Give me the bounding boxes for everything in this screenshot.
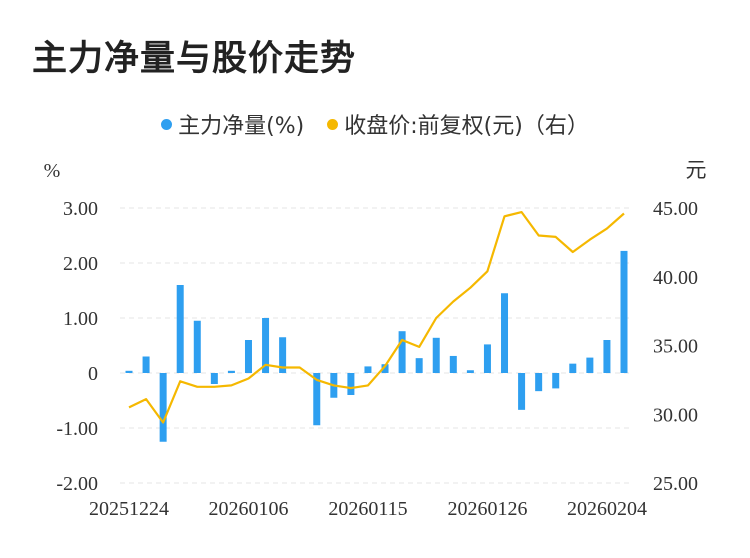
right-tick-label: 25.00 bbox=[653, 473, 698, 495]
net-bar bbox=[518, 373, 526, 410]
left-axis-unit: % bbox=[44, 160, 61, 182]
left-tick-label: -1.00 bbox=[56, 418, 98, 440]
net-bar bbox=[381, 364, 389, 373]
net-bar bbox=[603, 340, 611, 373]
net-bar bbox=[279, 337, 287, 373]
net-bar bbox=[227, 370, 235, 373]
net-bar bbox=[244, 340, 252, 373]
legend: 主力净量(%) 收盘价:前复权(元)（右） bbox=[0, 108, 750, 140]
net-bar bbox=[466, 370, 474, 373]
x-tick-label: 20260204 bbox=[567, 498, 647, 520]
net-bar bbox=[176, 285, 184, 373]
net-bar bbox=[313, 373, 321, 426]
legend-label-price: 收盘价:前复权(元)（右） bbox=[344, 114, 589, 139]
net-bar bbox=[125, 370, 133, 373]
net-bar bbox=[432, 337, 440, 373]
legend-label-net: 主力净量(%) bbox=[178, 114, 305, 139]
net-bar bbox=[449, 355, 457, 373]
net-bar bbox=[501, 293, 509, 373]
x-tick-label: 20260115 bbox=[328, 498, 407, 520]
left-tick-label: 1.00 bbox=[63, 308, 98, 330]
legend-item-price[interactable]: 收盘价:前复权(元)（右） bbox=[327, 108, 589, 140]
right-tick-label: 40.00 bbox=[653, 267, 698, 289]
left-tick-label: 3.00 bbox=[63, 198, 98, 220]
net-bar bbox=[569, 363, 577, 373]
right-tick-label: 45.00 bbox=[653, 198, 698, 220]
net-bar bbox=[210, 373, 218, 384]
legend-dot-net-icon bbox=[161, 118, 173, 130]
net-bar bbox=[535, 373, 543, 392]
legend-dot-price-icon bbox=[327, 118, 339, 130]
net-bar bbox=[586, 357, 594, 373]
net-bar bbox=[193, 320, 201, 373]
chart-title: 主力净量与股价走势 bbox=[32, 39, 357, 79]
net-bar bbox=[483, 344, 491, 373]
price-series-line bbox=[128, 211, 625, 424]
net-bar bbox=[552, 373, 560, 389]
x-tick-label: 20251224 bbox=[89, 498, 169, 520]
right-tick-label: 35.00 bbox=[653, 336, 698, 358]
left-tick-label: 0 bbox=[88, 363, 98, 385]
x-tick-label: 20260126 bbox=[447, 498, 527, 520]
right-axis-unit: 元 bbox=[686, 158, 707, 182]
price-line bbox=[128, 211, 625, 424]
net-bar bbox=[262, 318, 270, 373]
net-bar bbox=[347, 373, 355, 395]
left-tick-label: -2.00 bbox=[56, 473, 98, 495]
net-bar bbox=[159, 373, 167, 442]
grid-lines bbox=[120, 207, 632, 484]
right-tick-label: 30.00 bbox=[653, 404, 698, 426]
x-tick-label: 20260106 bbox=[208, 498, 288, 520]
left-tick-label: 2.00 bbox=[63, 253, 98, 275]
net-bar bbox=[142, 356, 150, 373]
net-bar bbox=[398, 331, 406, 373]
net-bar bbox=[415, 358, 423, 373]
axis-labels: 3.00 2.00 1.00 0 -1.00 -2.00 45.00 40.00 35.00 30… bbox=[44, 158, 707, 520]
net-bar bbox=[620, 250, 628, 373]
net-bar bbox=[364, 366, 372, 373]
net-bars bbox=[125, 250, 628, 442]
legend-item-net[interactable]: 主力净量(%) bbox=[161, 108, 304, 140]
